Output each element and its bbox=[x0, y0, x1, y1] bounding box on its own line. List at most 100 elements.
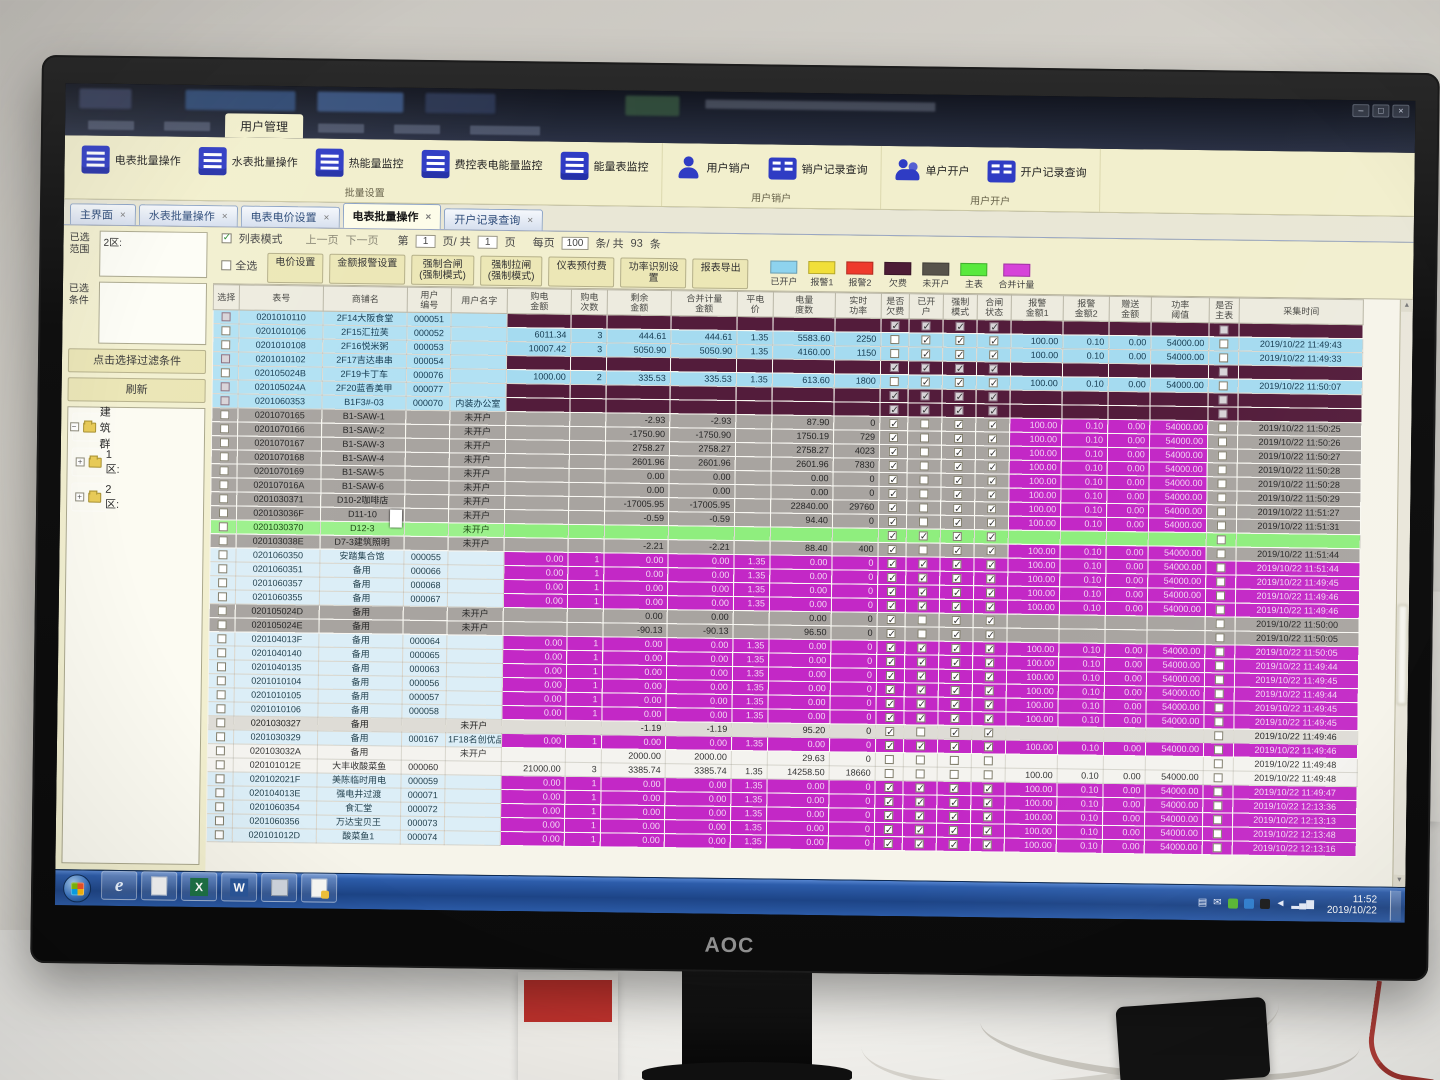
master-checkbox[interactable] bbox=[1214, 689, 1224, 699]
column-header[interactable]: 剩余 金额 bbox=[607, 289, 672, 316]
ribbon-button-用户销户[interactable]: 用户销户 bbox=[666, 152, 759, 183]
status-checkbox[interactable] bbox=[887, 559, 897, 569]
row-select-cell[interactable] bbox=[210, 491, 237, 506]
column-header[interactable]: 功率 阈值 bbox=[1151, 296, 1210, 323]
status-checkbox[interactable] bbox=[920, 433, 930, 443]
status-checkbox[interactable] bbox=[983, 756, 993, 766]
ribbon-button-费控表电能量监控[interactable]: 费控表电能量监控 bbox=[412, 147, 551, 181]
row-checkbox[interactable] bbox=[217, 592, 227, 602]
row-checkbox[interactable] bbox=[217, 578, 227, 588]
tray-audio-icon[interactable]: ◄ bbox=[1275, 897, 1286, 909]
doc-tab-水表批量操作[interactable]: 水表批量操作 × bbox=[138, 204, 238, 227]
row-checkbox[interactable] bbox=[221, 312, 231, 322]
status-checkbox[interactable] bbox=[953, 489, 963, 500]
master-checkbox[interactable] bbox=[1218, 381, 1228, 391]
status-checkbox[interactable] bbox=[920, 377, 930, 387]
status-checkbox[interactable] bbox=[889, 419, 899, 429]
status-checkbox[interactable] bbox=[884, 741, 895, 751]
status-checkbox[interactable] bbox=[950, 699, 960, 710]
status-checkbox[interactable] bbox=[954, 405, 964, 416]
row-checkbox[interactable] bbox=[217, 564, 228, 574]
status-checkbox[interactable] bbox=[988, 392, 998, 402]
status-checkbox[interactable] bbox=[953, 461, 963, 472]
row-checkbox[interactable] bbox=[218, 550, 228, 560]
row-select-cell[interactable] bbox=[207, 715, 234, 730]
row-select-cell[interactable] bbox=[207, 757, 234, 772]
status-checkbox[interactable] bbox=[887, 573, 897, 583]
row-select-cell[interactable] bbox=[208, 659, 235, 674]
row-checkbox[interactable] bbox=[219, 480, 229, 490]
status-checkbox[interactable] bbox=[890, 321, 900, 331]
row-checkbox[interactable] bbox=[218, 508, 228, 518]
taskbar-clock[interactable]: 11:52 2019/10/22 bbox=[1320, 893, 1384, 916]
status-checkbox[interactable] bbox=[985, 644, 995, 654]
status-checkbox[interactable] bbox=[948, 825, 958, 836]
row-select-cell[interactable] bbox=[209, 603, 236, 618]
row-select-cell[interactable] bbox=[211, 435, 238, 450]
master-checkbox[interactable] bbox=[1212, 829, 1222, 839]
column-header[interactable]: 商铺名 bbox=[323, 286, 408, 313]
tray-pointer-icon[interactable] bbox=[1259, 898, 1270, 909]
row-select-cell[interactable] bbox=[212, 309, 240, 324]
status-checkbox[interactable] bbox=[920, 419, 930, 429]
status-checkbox[interactable] bbox=[982, 826, 992, 836]
row-select-cell[interactable] bbox=[206, 827, 233, 842]
row-checkbox[interactable] bbox=[216, 676, 226, 686]
row-checkbox[interactable] bbox=[214, 802, 224, 812]
status-checkbox[interactable] bbox=[887, 531, 897, 541]
status-checkbox[interactable] bbox=[982, 840, 992, 850]
status-checkbox[interactable] bbox=[988, 364, 999, 374]
row-select-cell[interactable] bbox=[211, 421, 238, 436]
status-checkbox[interactable] bbox=[948, 839, 958, 850]
status-checkbox[interactable] bbox=[986, 560, 996, 570]
status-checkbox[interactable] bbox=[952, 573, 962, 584]
master-checkbox[interactable] bbox=[1216, 535, 1226, 545]
row-checkbox[interactable] bbox=[216, 690, 226, 700]
status-checkbox[interactable] bbox=[890, 335, 900, 345]
column-header[interactable]: 用户 编号 bbox=[407, 287, 452, 313]
status-checkbox[interactable] bbox=[984, 700, 994, 710]
status-checkbox[interactable] bbox=[918, 517, 929, 527]
status-checkbox[interactable] bbox=[917, 601, 927, 611]
selected-condition-box[interactable] bbox=[98, 281, 208, 346]
status-checkbox[interactable] bbox=[921, 335, 931, 345]
status-checkbox[interactable] bbox=[917, 615, 927, 625]
status-checkbox[interactable] bbox=[886, 629, 896, 639]
status-checkbox[interactable] bbox=[917, 587, 928, 597]
status-checkbox[interactable] bbox=[952, 545, 962, 556]
ribbon-tab[interactable] bbox=[455, 118, 555, 141]
status-checkbox[interactable] bbox=[919, 447, 929, 457]
ribbon-tab[interactable] bbox=[303, 116, 379, 139]
status-checkbox[interactable] bbox=[887, 545, 897, 555]
master-checkbox[interactable] bbox=[1218, 395, 1228, 405]
master-checkbox[interactable] bbox=[1217, 437, 1228, 447]
status-checkbox[interactable] bbox=[949, 741, 960, 752]
choose-filter-button[interactable]: 点击选择过滤条件 bbox=[67, 348, 207, 375]
maximize-button[interactable]: □ bbox=[1372, 104, 1390, 118]
status-checkbox[interactable] bbox=[889, 377, 899, 387]
status-checkbox[interactable] bbox=[889, 405, 899, 415]
status-checkbox[interactable] bbox=[915, 783, 925, 793]
status-checkbox[interactable] bbox=[989, 322, 999, 332]
master-checkbox[interactable] bbox=[1213, 773, 1223, 783]
row-select-cell[interactable] bbox=[207, 729, 234, 744]
column-header[interactable]: 购电 金额 bbox=[507, 288, 572, 315]
status-checkbox[interactable] bbox=[886, 657, 896, 667]
status-checkbox[interactable] bbox=[886, 615, 896, 625]
row-select-cell[interactable] bbox=[212, 365, 239, 380]
row-select-cell[interactable] bbox=[210, 505, 237, 520]
status-checkbox[interactable] bbox=[949, 797, 959, 808]
status-checkbox[interactable] bbox=[921, 349, 931, 359]
master-checkbox[interactable] bbox=[1216, 521, 1226, 531]
toolbar-button-电价设置[interactable]: 电价设置 bbox=[267, 252, 324, 284]
status-checkbox[interactable] bbox=[885, 727, 895, 737]
row-select-cell[interactable] bbox=[211, 407, 238, 422]
row-select-cell[interactable] bbox=[210, 533, 237, 548]
status-checkbox[interactable] bbox=[986, 574, 996, 584]
status-checkbox[interactable] bbox=[884, 783, 894, 793]
row-select-cell[interactable] bbox=[212, 323, 239, 338]
master-checkbox[interactable] bbox=[1212, 843, 1222, 853]
status-checkbox[interactable] bbox=[951, 657, 961, 668]
status-checkbox[interactable] bbox=[889, 363, 900, 373]
status-checkbox[interactable] bbox=[884, 755, 894, 765]
